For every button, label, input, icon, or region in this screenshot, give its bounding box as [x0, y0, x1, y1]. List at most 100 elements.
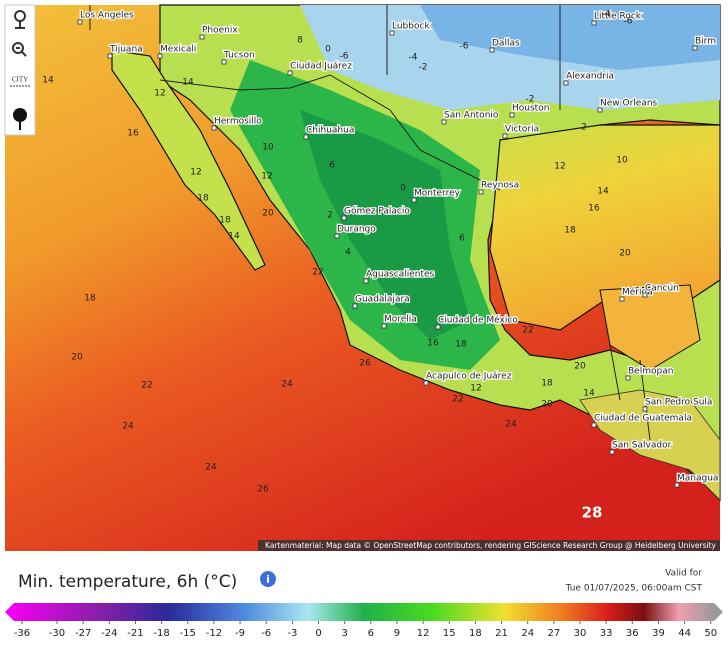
city-label: Birm — [695, 37, 716, 47]
contour-label: 10 — [262, 143, 274, 153]
contour-label: 2 — [581, 123, 587, 133]
scale-tick-label: -21 — [127, 628, 143, 639]
city-marker — [221, 59, 227, 65]
contour-label: 24 — [205, 463, 217, 473]
city-marker — [341, 215, 347, 221]
city-marker — [674, 482, 680, 488]
valid-label: Valid for — [665, 569, 702, 579]
attribution: Kartenmaterial: Map data © OpenStreetMap… — [265, 541, 717, 550]
contour-label: 8 — [297, 36, 303, 46]
contour-label: 12 — [470, 384, 481, 394]
map[interactable]: Los Angeles Phoenix Tijuana Mexicali Tucson C… — [5, 4, 721, 551]
contour-label: 18 — [541, 379, 553, 389]
scale-tick-label: 12 — [417, 628, 430, 639]
city-button[interactable]: CITY — [12, 76, 28, 84]
contour-label: 16 — [127, 129, 139, 139]
city-label: Victoria — [505, 125, 539, 135]
zoom-button[interactable] — [12, 42, 27, 57]
city-label: Monterrey — [414, 189, 461, 199]
contour-label: 14 — [182, 78, 194, 88]
contour-label: -2 — [526, 95, 535, 105]
city-marker — [157, 53, 163, 59]
city-label: Morelia — [384, 315, 417, 325]
scale-tick-label: -27 — [75, 628, 91, 639]
contour-label: 22 — [452, 395, 463, 405]
city-marker — [478, 189, 484, 195]
city-label: San Salvador — [612, 441, 672, 451]
contour-label: 20 — [262, 209, 274, 219]
city-label: Tucson — [223, 51, 255, 61]
city-marker — [334, 233, 340, 239]
city-label: New Orleans — [600, 99, 658, 109]
pin-button[interactable] — [13, 108, 27, 130]
scale-tick-label: 27 — [547, 628, 560, 639]
city-label: Hermosillo — [214, 117, 262, 127]
contour-label: 18 — [564, 226, 576, 236]
city-label: San Pedro Sula — [645, 398, 712, 408]
city-marker — [352, 303, 358, 309]
scale-tick-label: 0 — [315, 628, 321, 639]
scale-tick-label: 50 — [704, 628, 717, 639]
city-marker — [642, 292, 648, 298]
locate-button[interactable] — [14, 10, 26, 29]
city-marker — [287, 70, 293, 76]
contour-label: 0 — [400, 184, 406, 194]
city-label: Aguascalientes — [366, 270, 435, 280]
scale-tick-label: 36 — [626, 628, 639, 639]
scale-tick-label: 44 — [678, 628, 691, 639]
city-label: Guadalajara — [355, 295, 410, 305]
scale-arrow-left — [5, 603, 14, 621]
baja — [111, 49, 266, 271]
city-marker — [563, 80, 569, 86]
city-label: Gómez Palacio — [344, 206, 410, 217]
city-label: Phoenix — [202, 26, 238, 36]
contour-label: 22 — [312, 268, 323, 278]
contour-label: 24 — [122, 422, 134, 432]
city-marker — [363, 278, 369, 284]
city-label: Cancún — [645, 284, 679, 294]
city-marker — [597, 107, 603, 113]
highlands-core — [300, 110, 470, 340]
scale-tick-label: -18 — [153, 628, 169, 639]
scale-tick-label: 9 — [394, 628, 400, 639]
city-marker — [199, 34, 205, 40]
city-label: Houston — [512, 104, 549, 114]
city-label: Tijuana — [109, 45, 143, 55]
city-label: Dallas — [492, 39, 520, 49]
city-marker — [389, 30, 395, 36]
city-marker — [502, 133, 508, 139]
city-label: Ciudad de Guatemala — [594, 414, 692, 424]
city-marker — [509, 112, 515, 118]
contour-label: -6 — [340, 52, 349, 62]
city-marker — [411, 197, 417, 203]
city-marker — [211, 125, 217, 131]
scale-tick-label: 18 — [469, 628, 482, 639]
city-label: Managua — [677, 474, 718, 484]
scale-ticks: -36 -30 -27 -24 -21 -18 -15 -12 -9 -6 -3 0 3 6 9 12 15 18… — [14, 621, 717, 639]
scale-tick-label: -30 — [49, 628, 65, 639]
contour-label: -4 — [602, 10, 611, 20]
contour-label: 4 — [345, 248, 351, 258]
city-marker — [642, 406, 648, 412]
scale-tick-label: 39 — [652, 628, 665, 639]
contour-label: 20 — [541, 400, 553, 410]
borders — [89, 5, 651, 441]
city-label: Alexandria — [566, 72, 614, 82]
scale-arrow-right — [714, 603, 723, 621]
central-america — [579, 389, 721, 501]
contour-label: 24 — [505, 420, 517, 430]
info-icon[interactable] — [260, 571, 276, 587]
contour-label: 18 — [219, 216, 231, 226]
city-label: Reynosa — [481, 181, 519, 191]
city-label: Mexicali — [160, 45, 196, 55]
contour-label: 6 — [329, 161, 335, 171]
contour-label: 20 — [619, 249, 631, 259]
city-marker — [435, 324, 441, 330]
city-marker — [381, 323, 387, 329]
map-labels: Los Angeles Phoenix Tijuana Mexicali Tucson C… — [42, 9, 719, 521]
contour-label: 18 — [455, 340, 467, 350]
contour-label: 22 — [141, 381, 152, 391]
contour-label: 20 — [574, 362, 586, 372]
contour-label: 26 — [359, 359, 371, 369]
